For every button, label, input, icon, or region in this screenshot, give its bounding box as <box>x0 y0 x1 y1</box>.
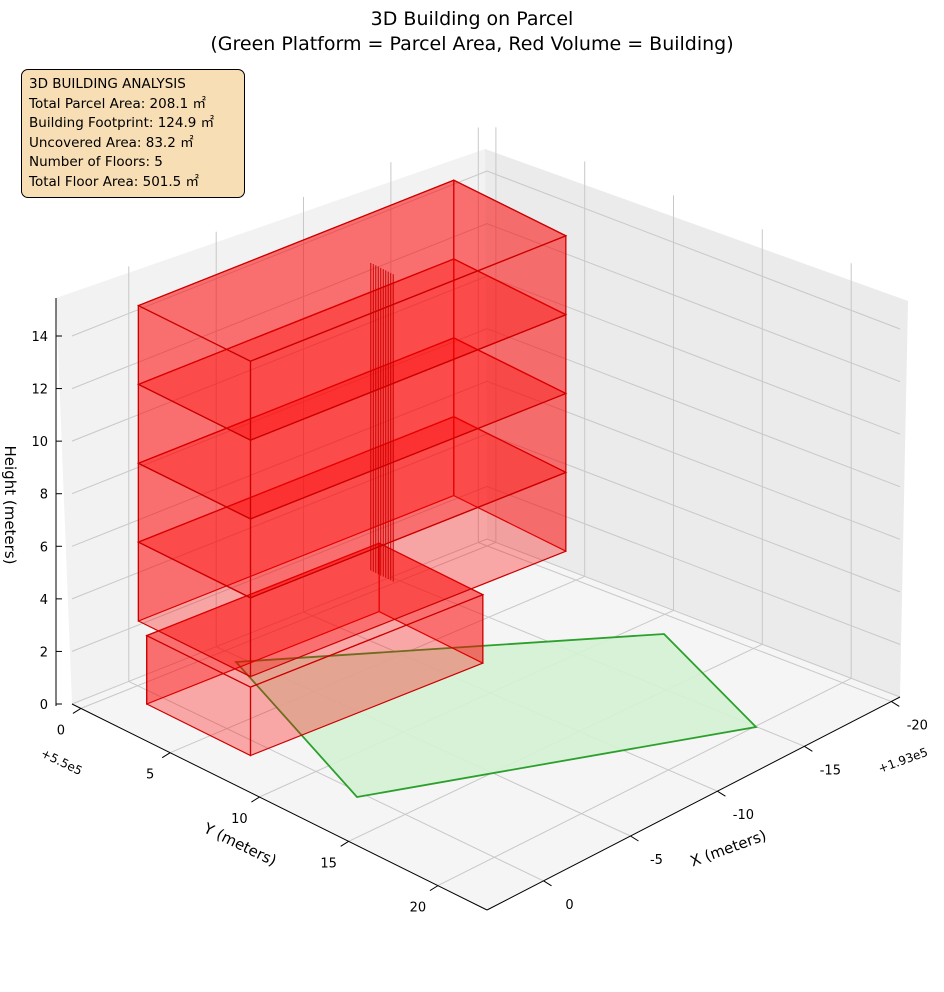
x-tick-mark <box>543 880 552 887</box>
x-tick-label: -5 <box>650 853 663 868</box>
y-tick-label: 5 <box>146 768 154 783</box>
y-tick-label: 10 <box>231 812 248 827</box>
y-tick-label: 20 <box>410 901 427 916</box>
analysis-line: Uncovered Area: 83.2 ㎡ <box>29 134 194 151</box>
z-tick-label: 10 <box>31 435 48 450</box>
analysis-info-box: 3D BUILDING ANALYSIS Total Parcel Area: … <box>21 69 245 198</box>
x-offset-label: +1.93e5 <box>876 745 929 776</box>
grid-line-z <box>71 170 901 337</box>
y-axis-line <box>71 703 488 911</box>
building-face <box>145 542 485 688</box>
chart-title: 3D Building on Parcel <box>371 8 574 30</box>
z-tick-label: 8 <box>40 488 48 503</box>
building-layer <box>136 179 568 757</box>
analysis-line: Building Footprint: 124.9 ㎡ <box>29 115 215 131</box>
x-axis-line <box>486 696 901 911</box>
parcel-layer <box>234 633 758 798</box>
building-ground-wing <box>145 542 485 757</box>
y-tick-mark <box>429 885 439 892</box>
grid-line-z <box>71 328 901 495</box>
axes-lines <box>55 298 901 911</box>
y-tick-mark <box>161 752 171 759</box>
x-axis-label: X (meters) <box>688 826 769 870</box>
x-tick-label: -15 <box>820 763 841 778</box>
grid-line-z <box>71 223 901 390</box>
x-tick-label: -20 <box>907 718 928 733</box>
y-tick-label: 15 <box>320 856 337 871</box>
analysis-line: Total Parcel Area: 208.1 ㎡ <box>29 95 206 112</box>
z-tick-label: 12 <box>31 383 48 398</box>
z-tick-label: 0 <box>40 698 48 713</box>
z-tick-label: 14 <box>31 330 48 345</box>
y-tick-mark <box>340 840 349 847</box>
building-face <box>136 179 568 362</box>
grid-line-z <box>71 380 901 547</box>
building-core <box>370 262 394 582</box>
x-tick-mark <box>717 790 726 797</box>
z-tick-label: 2 <box>40 645 48 660</box>
grid-line-z <box>71 485 901 652</box>
chart-subtitle: (Green Platform = Parcel Area, Red Volum… <box>210 33 733 55</box>
parcel-platform <box>234 633 758 798</box>
x-tick-label: -10 <box>733 808 754 823</box>
building-floor <box>136 336 568 599</box>
building-floor <box>136 415 568 678</box>
x-tick-mark <box>804 745 813 752</box>
right-back-pane <box>485 149 908 697</box>
building-floor <box>136 179 568 442</box>
analysis-line: Total Floor Area: 501.5 ㎡ <box>29 173 200 190</box>
x-tick-label: 0 <box>565 898 573 913</box>
x-tick-mark <box>891 701 900 707</box>
analysis-heading: 3D BUILDING ANALYSIS <box>29 76 186 92</box>
z-tick-label: 6 <box>40 540 48 555</box>
analysis-line: Number of Floors: 5 <box>29 154 163 170</box>
z-axis-label: Height (meters) <box>1 446 19 565</box>
grid-line-z <box>71 538 901 705</box>
y-tick-mark <box>251 796 260 803</box>
y-tick-mark <box>72 708 82 714</box>
z-tick-label: 4 <box>40 593 48 608</box>
grid-line-z <box>71 433 901 600</box>
y-offset-label: +5.5e5 <box>39 746 85 778</box>
y-tick-label: 0 <box>57 723 65 738</box>
x-tick-mark <box>630 835 639 842</box>
building-floor <box>136 258 568 520</box>
